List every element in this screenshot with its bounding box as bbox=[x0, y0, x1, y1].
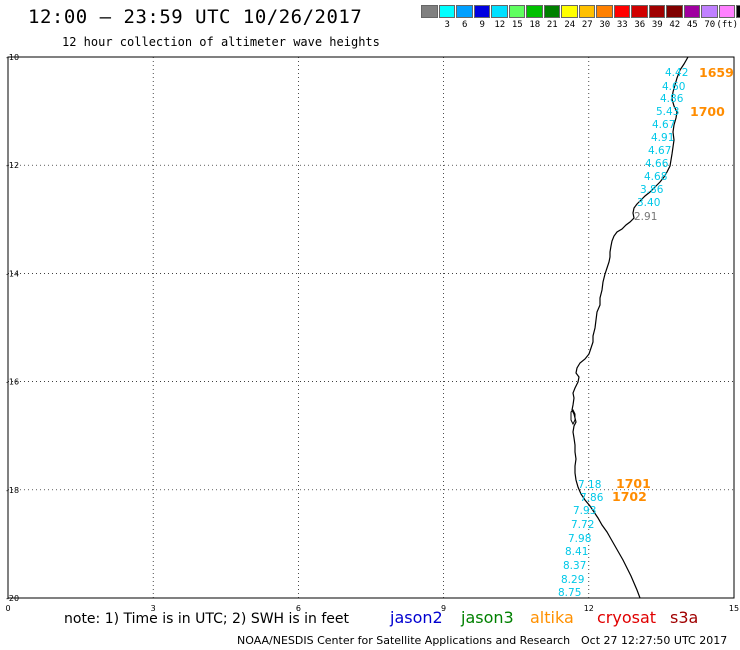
lat-tick-label: -18 bbox=[6, 486, 19, 495]
legend-label: 3 bbox=[444, 20, 450, 30]
lat-tick-label: -12 bbox=[6, 161, 19, 170]
legend-swatch bbox=[543, 5, 560, 18]
legend-swatch bbox=[491, 5, 508, 18]
track-time-label: 1702 bbox=[612, 489, 647, 504]
legend-label: 45 bbox=[686, 20, 698, 30]
wave-height-value: 4.60 bbox=[662, 81, 685, 93]
legend-labels: 3 6 9 12 15 18 21 24 27 30 33 36 39 42 45 70 (ft) bbox=[421, 20, 740, 32]
legend-swatch bbox=[631, 5, 648, 18]
wave-height-value: 3.86 bbox=[640, 184, 664, 196]
legend-label: 24 bbox=[564, 20, 576, 30]
legend-swatch bbox=[718, 5, 735, 18]
lat-tick-label: -16 bbox=[6, 378, 19, 387]
wave-height-value: 5.43 bbox=[656, 106, 679, 118]
satellite-s3a: s3a bbox=[670, 608, 699, 627]
legend-swatch bbox=[648, 5, 665, 18]
wave-height-value: 8.41 bbox=[565, 546, 588, 558]
wave-height-value: 4.42 bbox=[665, 67, 688, 79]
track-time-label: 1700 bbox=[690, 104, 725, 119]
wave-height-value: 4.86 bbox=[660, 93, 684, 105]
wave-height-value: 7.18 bbox=[578, 479, 601, 491]
legend-label: 36 bbox=[634, 20, 646, 30]
legend-swatches bbox=[421, 5, 740, 18]
legend-label: 18 bbox=[529, 20, 541, 30]
wave-height-value: 8.75 bbox=[558, 587, 581, 599]
lat-tick-label: -14 bbox=[6, 269, 19, 278]
island bbox=[570, 409, 576, 426]
legend-swatch bbox=[578, 5, 595, 18]
lon-tick-label: 12 bbox=[584, 604, 594, 613]
legend-label: (ft) bbox=[716, 20, 739, 30]
wave-height-value: 3.40 bbox=[637, 197, 660, 209]
legend-label: 42 bbox=[669, 20, 681, 30]
color-legend: 3 6 9 12 15 18 21 24 27 30 33 36 39 42 45 70 (ft) bbox=[421, 5, 740, 32]
lon-tick-label: 3 bbox=[151, 604, 156, 613]
wave-height-value: 2.91 bbox=[634, 211, 657, 223]
legend-label: 27 bbox=[581, 20, 593, 30]
lon-tick-label: 0 bbox=[5, 604, 10, 613]
satellite-jason3: jason3 bbox=[461, 608, 514, 627]
map-frame bbox=[7, 56, 735, 599]
grid-lines bbox=[8, 57, 734, 598]
wave-height-value: 4.91 bbox=[651, 132, 674, 144]
legend-swatch bbox=[438, 5, 455, 18]
satellite-cryosat: cryosat bbox=[597, 608, 657, 627]
wave-height-value: 7.93 bbox=[573, 505, 596, 517]
legend-swatch bbox=[666, 5, 683, 18]
legend-swatch bbox=[561, 5, 578, 18]
lat-tick-label: -10 bbox=[6, 53, 19, 62]
legend-swatch bbox=[736, 5, 740, 18]
wave-height-value: 8.37 bbox=[563, 560, 586, 572]
satellite-altika: altika bbox=[530, 608, 574, 627]
wave-height-value: 7.86 bbox=[580, 492, 604, 504]
page-subtitle: 12 hour collection of altimeter wave hei… bbox=[62, 35, 380, 49]
track-time-label: 1659 bbox=[699, 65, 734, 80]
lon-tick-label: 6 bbox=[296, 604, 301, 613]
wave-height-value: 4.68 bbox=[644, 171, 667, 183]
wave-height-value: 7.98 bbox=[568, 533, 591, 545]
legend-swatch bbox=[508, 5, 525, 18]
legend-label: 21 bbox=[546, 20, 558, 30]
legend-label: 30 bbox=[599, 20, 611, 30]
lon-tick-label: 9 bbox=[441, 604, 446, 613]
wave-height-value: 4.66 bbox=[645, 158, 669, 170]
page-title: 12:00 – 23:59 UTC 10/26/2017 bbox=[28, 6, 363, 28]
legend-swatch bbox=[456, 5, 473, 18]
legend-swatch bbox=[701, 5, 718, 18]
tick-labels: 0 3 6 9 12 15 -10 -12 -14 -16 -18 -20 bbox=[5, 53, 739, 613]
legend-label: 9 bbox=[479, 20, 485, 30]
lat-tick-label: -20 bbox=[6, 594, 19, 603]
legend-swatch bbox=[683, 5, 700, 18]
coastline bbox=[571, 56, 689, 599]
legend-label: 70 bbox=[704, 20, 716, 30]
wave-height-value: 4.67 bbox=[652, 119, 675, 131]
satellite-jason2: jason2 bbox=[390, 608, 443, 627]
wave-height-value: 8.29 bbox=[561, 574, 584, 586]
legend-label: 39 bbox=[651, 20, 663, 30]
legend-swatch bbox=[613, 5, 630, 18]
wave-height-labels: 4.424.604.865.434.674.914.674.664.683.86… bbox=[558, 67, 688, 599]
legend-label: 33 bbox=[616, 20, 628, 30]
footer-note: note: 1) Time is in UTC; 2) SWH is in fe… bbox=[64, 611, 350, 627]
legend-label: 12 bbox=[494, 20, 506, 30]
lon-tick-label: 15 bbox=[729, 604, 739, 613]
legend-swatch bbox=[473, 5, 490, 18]
legend-label: 15 bbox=[511, 20, 523, 30]
legend-label: 6 bbox=[462, 20, 468, 30]
generated-timestamp: Oct 27 12:27:50 UTC 2017 bbox=[581, 634, 728, 647]
legend-swatch bbox=[526, 5, 543, 18]
wave-height-value: 4.67 bbox=[648, 145, 671, 157]
track-time-label: 1701 bbox=[616, 476, 651, 491]
credit-line: NOAA/NESDIS Center for Satellite Applica… bbox=[237, 634, 571, 647]
wave-height-value: 7.72 bbox=[571, 519, 594, 531]
legend-swatch bbox=[596, 5, 613, 18]
legend-swatch bbox=[421, 5, 438, 18]
